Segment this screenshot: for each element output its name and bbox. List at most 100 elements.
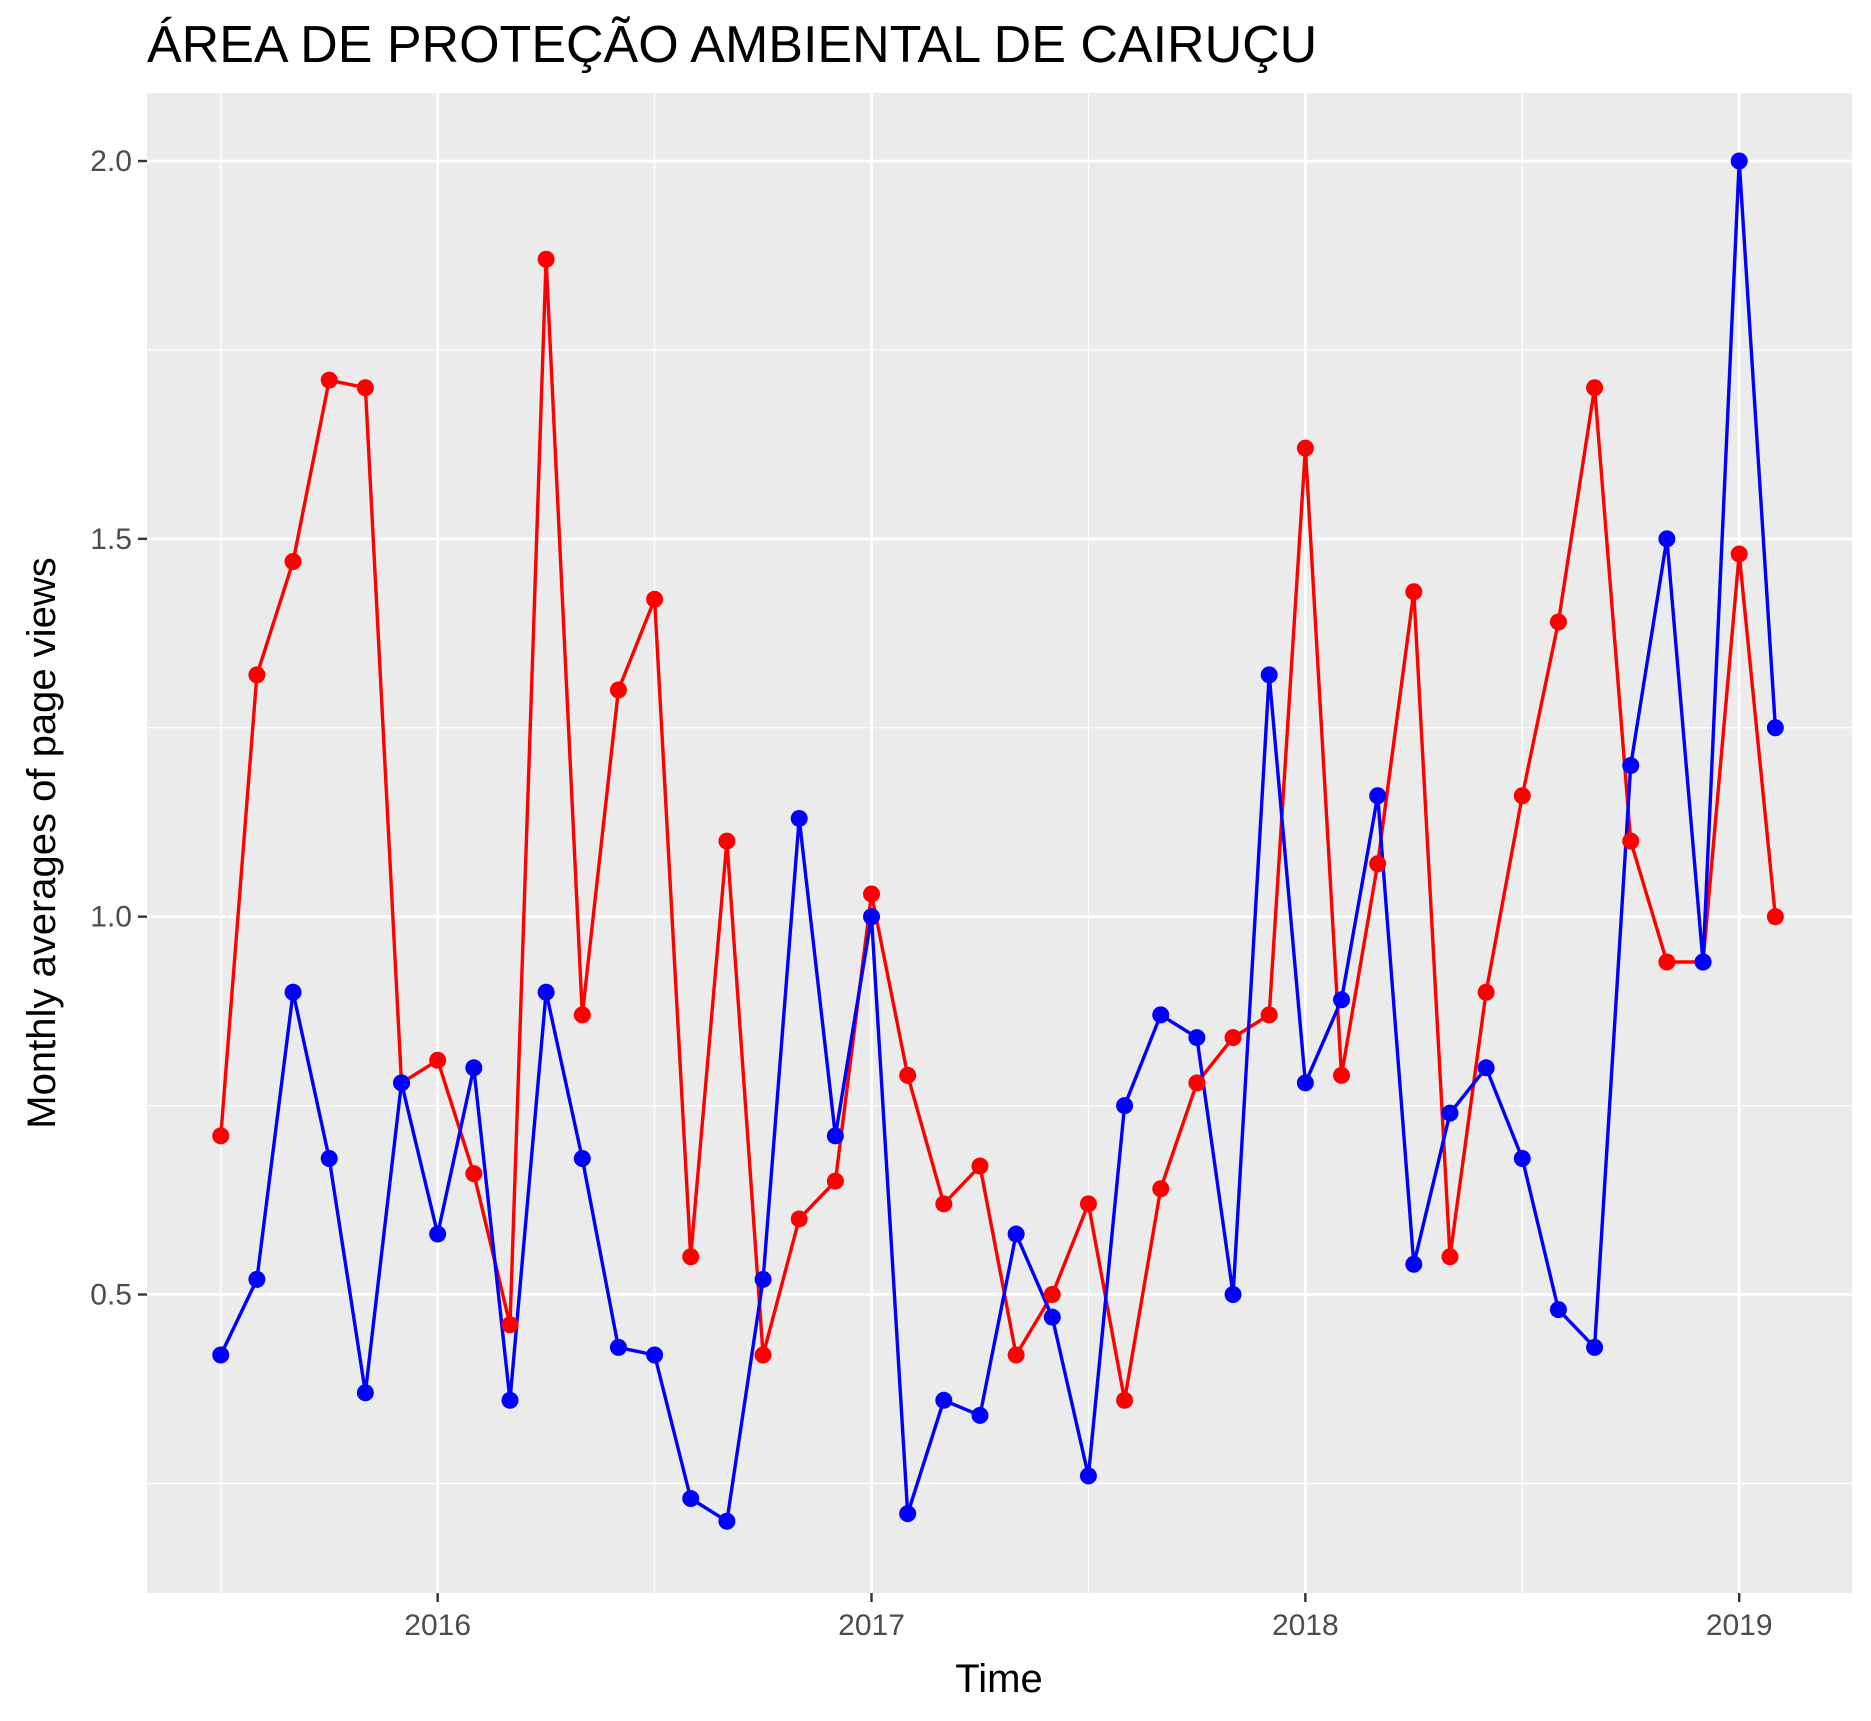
series-1-point — [899, 1066, 917, 1084]
series-2-point — [754, 1270, 772, 1288]
minor-gridlines — [147, 93, 1852, 1593]
series-2-point — [1152, 1006, 1170, 1024]
series-2-point — [248, 1270, 266, 1288]
series-2-point — [826, 1127, 844, 1145]
y-tick-label: 1.0 — [90, 901, 132, 934]
series-1-point — [646, 590, 664, 608]
major-gridlines — [147, 93, 1852, 1593]
series-2-point — [1188, 1029, 1206, 1047]
series-2-point — [1296, 1074, 1314, 1092]
series-1-point — [1369, 855, 1387, 873]
series-2-point — [1513, 1149, 1531, 1167]
series-1-point — [320, 371, 338, 389]
series-2-line — [219, 159, 1778, 1523]
chart-title: ÁREA DE PROTEÇÃO AMBIENTAL DE CAIRUÇU — [147, 16, 1317, 74]
series-1-point — [501, 1316, 519, 1334]
series-1-point — [1477, 983, 1495, 1001]
series-2-point — [1260, 666, 1278, 684]
series-1-point — [1043, 1286, 1061, 1304]
series-2-point — [1369, 787, 1387, 805]
y-axis-title: Monthly averages of page views — [20, 557, 64, 1128]
y-tick-label: 0.5 — [90, 1279, 132, 1312]
series-2-point — [1333, 991, 1351, 1009]
series-1-point — [1513, 787, 1531, 805]
x-tick-label: 2019 — [1706, 1609, 1773, 1642]
series-2-point — [1622, 757, 1640, 775]
series-1-point — [284, 553, 302, 571]
series-1-point — [1586, 379, 1604, 397]
series-1-point — [1441, 1248, 1459, 1266]
series-2-point — [1079, 1467, 1097, 1485]
series-1-point — [1188, 1074, 1206, 1092]
series-1-point — [1079, 1195, 1097, 1213]
series-2-point — [1549, 1301, 1567, 1319]
series-1-point — [863, 885, 881, 903]
series-1-point — [1116, 1391, 1134, 1409]
series-2-point — [646, 1346, 664, 1364]
series-2-point — [1116, 1097, 1134, 1115]
series-2-point — [1766, 719, 1784, 737]
series-2-point — [609, 1338, 627, 1356]
y-tick-label: 1.5 — [90, 523, 132, 556]
series-2-point — [1007, 1225, 1025, 1243]
series-2-point — [863, 908, 881, 926]
series-1-point — [429, 1051, 447, 1069]
y-tick-label: 2.0 — [90, 145, 132, 178]
series-1-point — [1658, 953, 1676, 971]
series-1-point — [790, 1210, 808, 1228]
series-1-point — [682, 1248, 700, 1266]
series-2-point — [935, 1391, 953, 1409]
series-2-point — [682, 1490, 700, 1508]
series-2-point — [1405, 1255, 1423, 1273]
series-2-point — [537, 983, 555, 1001]
x-tick-label: 2016 — [404, 1609, 471, 1642]
series-1-point — [1622, 832, 1640, 850]
series-2-point — [320, 1149, 338, 1167]
x-axis: 2016 2017 2018 2019 — [404, 1593, 1773, 1642]
series-1-point — [1296, 439, 1314, 457]
series-layer — [212, 152, 1784, 1530]
series-1-point — [465, 1165, 483, 1183]
series-1-point — [356, 379, 374, 397]
series-1-point — [1007, 1346, 1025, 1364]
series-2-point — [284, 983, 302, 1001]
series-1-point — [1730, 545, 1748, 563]
series-1-point — [1333, 1066, 1351, 1084]
series-1-point — [826, 1172, 844, 1190]
plot-panel — [147, 93, 1852, 1593]
series-2-point — [465, 1059, 483, 1077]
series-2-point — [212, 1346, 230, 1364]
series-1-point — [609, 681, 627, 699]
series-2-point — [718, 1512, 736, 1530]
series-2-point — [1224, 1286, 1242, 1304]
series-1-point — [1766, 908, 1784, 926]
series-2-point — [393, 1074, 411, 1092]
series-1-point — [248, 666, 266, 684]
series-2-point — [899, 1505, 917, 1523]
series-2-point — [356, 1384, 374, 1402]
series-2-point — [1694, 953, 1712, 971]
series-1-point — [754, 1346, 772, 1364]
series-2-point — [1477, 1059, 1495, 1077]
series-2-point — [1043, 1308, 1061, 1326]
series-2-point — [1658, 530, 1676, 548]
series-1-point — [1549, 613, 1567, 631]
y-axis: 0.5 1.0 1.5 2.0 — [90, 145, 147, 1312]
series-1-point — [718, 832, 736, 850]
series-2-point — [971, 1406, 989, 1424]
series-2-point — [790, 809, 808, 827]
series-1-point — [212, 1127, 230, 1145]
series-2-point — [501, 1391, 519, 1409]
series-1-point — [573, 1006, 591, 1024]
series-2-point — [1586, 1338, 1604, 1356]
series-1-point — [1260, 1006, 1278, 1024]
series-2-point — [429, 1225, 447, 1243]
x-tick-label: 2018 — [1272, 1609, 1339, 1642]
series-1-line — [219, 257, 1778, 1403]
series-2-point — [573, 1149, 591, 1167]
series-1-point — [935, 1195, 953, 1213]
x-axis-title: Time — [955, 1657, 1042, 1701]
series-1-point — [1152, 1180, 1170, 1198]
x-tick-label: 2017 — [838, 1609, 905, 1642]
